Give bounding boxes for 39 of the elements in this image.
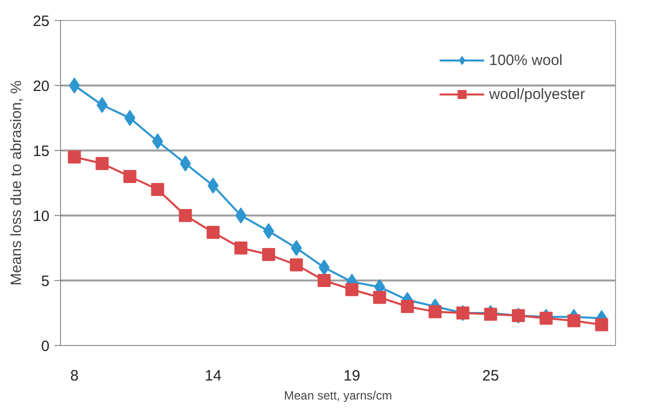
point: [400, 300, 414, 313]
x-tick-label: 19: [344, 368, 360, 384]
point: [540, 312, 553, 325]
point: [96, 97, 108, 113]
legend-label: 100% wool: [489, 52, 562, 68]
y-tick-label: 25: [32, 13, 50, 30]
x-tick-label: 8: [70, 368, 79, 384]
point: [262, 248, 276, 261]
point: [234, 242, 248, 254]
point: [151, 183, 164, 196]
point: [68, 78, 80, 94]
point: [124, 110, 136, 126]
point: [290, 240, 302, 256]
point: [178, 209, 192, 222]
point: [567, 314, 580, 328]
x-axis-title: Mean sett, yarns/cm: [284, 388, 392, 402]
point: [68, 150, 81, 164]
point: [484, 308, 498, 321]
legend-label: wool/polyester: [489, 86, 585, 102]
point: [318, 274, 331, 287]
y-tick-label: 15: [32, 143, 50, 160]
point: [595, 318, 608, 332]
point: [180, 156, 191, 172]
point: [235, 208, 246, 224]
y-axis-title: Means loss due to abrasion, %: [8, 80, 25, 286]
y-tick-label: 0: [41, 338, 50, 355]
point: [123, 170, 136, 183]
y-tick-label: 5: [41, 273, 50, 290]
point: [345, 283, 358, 296]
point: [206, 226, 220, 239]
y-tick-label: 10: [32, 208, 50, 225]
point: [96, 157, 109, 170]
x-tick-label: 25: [482, 368, 499, 384]
point: [428, 305, 442, 318]
y-tick-label: 20: [32, 78, 50, 95]
x-tick-label: 14: [204, 368, 222, 384]
point: [290, 258, 303, 272]
point: [318, 260, 330, 276]
point: [373, 290, 386, 304]
